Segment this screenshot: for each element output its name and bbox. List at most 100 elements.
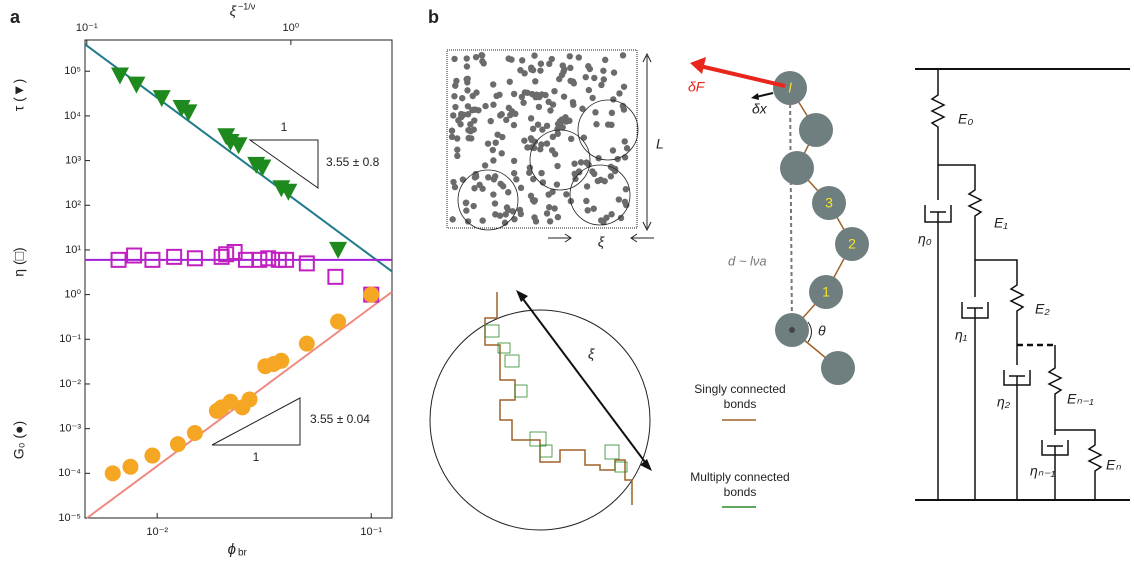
y-label: τ (▼)	[11, 79, 27, 112]
zoom-circle	[430, 310, 650, 530]
network-node	[571, 80, 577, 86]
network	[449, 52, 630, 226]
x2-tick-label: 10⁻¹	[76, 22, 98, 34]
network-node	[551, 205, 557, 211]
network-node	[595, 178, 601, 184]
network-node	[485, 174, 491, 180]
network-node	[528, 115, 534, 121]
network-node	[623, 186, 629, 192]
network-node	[473, 89, 479, 95]
network-node	[620, 52, 626, 58]
network-node	[517, 67, 523, 73]
network-node	[452, 184, 458, 190]
point	[329, 242, 347, 259]
point	[328, 270, 342, 284]
x-label: ϕ	[228, 541, 236, 558]
network-node	[479, 52, 485, 58]
network-node	[479, 217, 485, 223]
network-node	[547, 107, 553, 113]
network-node	[591, 75, 597, 81]
network-node	[555, 131, 561, 137]
x-tick-label: 10⁻¹	[360, 526, 382, 538]
network-node	[538, 141, 544, 147]
network-node	[519, 57, 525, 63]
y-tick-label: 10³	[65, 154, 81, 166]
y-tick-label: 10⁻²	[59, 378, 81, 390]
point	[122, 459, 138, 475]
legend-text: bonds	[724, 397, 757, 411]
network-node	[508, 56, 514, 62]
x-tick-label: 10⁻²	[146, 526, 168, 538]
network-node	[530, 126, 536, 132]
network-node	[560, 62, 566, 68]
network-node	[464, 76, 470, 82]
y-label: G₀ (●)	[11, 421, 27, 459]
arrowhead	[751, 93, 759, 100]
network-node	[524, 90, 530, 96]
network-node	[567, 65, 573, 71]
network-node	[454, 147, 460, 153]
network-node	[546, 204, 552, 210]
network-node	[451, 56, 457, 62]
network-node	[610, 147, 616, 153]
y-tick-label: 10⁵	[64, 65, 81, 77]
label: ξ	[588, 346, 595, 362]
network-node	[593, 121, 599, 127]
network-node	[608, 211, 614, 217]
network-node	[526, 170, 532, 176]
label: E₀	[958, 111, 973, 127]
legend-text: Singly connected	[694, 382, 785, 396]
network-node	[490, 81, 496, 87]
network-node	[570, 102, 576, 108]
blob	[578, 100, 638, 160]
label: η₀	[918, 231, 932, 247]
network-node	[521, 137, 527, 143]
network-node	[621, 84, 627, 90]
network-node	[499, 150, 505, 156]
network-node	[470, 203, 476, 209]
network-node	[602, 178, 608, 184]
y-tick-label: 10¹	[65, 244, 81, 256]
network-node	[561, 93, 567, 99]
point	[300, 256, 314, 270]
label: d ~ lνa	[728, 253, 767, 268]
network-node	[488, 118, 494, 124]
network-node	[506, 105, 512, 111]
bead-label: 2	[848, 236, 856, 252]
dx-arrow	[756, 93, 773, 97]
network-node	[539, 126, 545, 132]
y-tick-label: 10⁻⁵	[58, 512, 81, 524]
network-node	[610, 96, 616, 102]
network-node	[464, 63, 470, 69]
network-node	[555, 214, 561, 220]
network-node	[520, 99, 526, 105]
network-node	[479, 58, 485, 64]
bead-label: 3	[825, 195, 833, 211]
network-node	[563, 191, 569, 197]
network-node	[583, 159, 589, 165]
network-node	[592, 109, 598, 115]
network-node	[449, 127, 455, 133]
network-node	[528, 66, 534, 72]
point	[242, 391, 258, 407]
distance	[790, 90, 792, 330]
network-node	[482, 162, 488, 168]
network-node	[460, 176, 466, 182]
network-node	[602, 57, 608, 63]
annotation: 3.55 ± 0.8	[326, 155, 380, 169]
network-node	[544, 210, 550, 216]
network-node	[467, 121, 473, 127]
network-node	[587, 66, 593, 72]
network-node	[471, 185, 477, 191]
legend-text: Multiply connected	[690, 470, 789, 484]
network-box	[447, 50, 637, 228]
plot-frame	[85, 40, 392, 518]
point	[167, 250, 181, 264]
point	[188, 251, 202, 265]
network-node	[511, 158, 517, 164]
label: δx	[752, 101, 768, 117]
singly-path	[485, 292, 632, 505]
y-tick-label: 10⁻³	[59, 423, 81, 435]
arrowhead	[690, 57, 706, 74]
label: η₁	[955, 327, 968, 343]
